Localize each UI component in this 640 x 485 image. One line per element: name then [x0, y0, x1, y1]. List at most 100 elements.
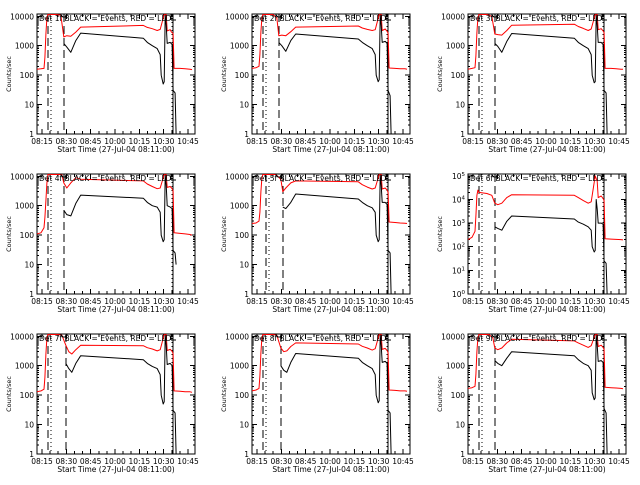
y-tick-label: 10	[239, 261, 249, 270]
y-tick-label: 1	[29, 130, 34, 139]
x-tick-label: 10:45	[608, 137, 630, 146]
panel-title: Det 9f BLACK = Events, RED = LLD	[470, 334, 603, 343]
x-tick-label: 10:00	[535, 457, 557, 466]
x-tick-label: 10:30	[153, 297, 175, 306]
y-axis-label: Counts/sec	[436, 376, 444, 412]
x-tick-label: 10:15	[344, 457, 366, 466]
y-tick-exponent: 4	[462, 195, 466, 201]
x-tick-label: 10:30	[584, 457, 606, 466]
series-line-red	[37, 174, 193, 236]
y-axis-label: Counts/sec	[5, 376, 13, 412]
x-tick-label: 10:45	[177, 137, 199, 146]
y-tick-label: 104	[452, 195, 466, 204]
series-layer	[37, 14, 193, 134]
x-tick-label: 10:15	[129, 457, 151, 466]
x-tick-label: 10:30	[368, 297, 390, 306]
series-line-red	[252, 174, 408, 224]
y-tick-exponent: 1	[462, 266, 466, 272]
x-tick-label: 08:15	[31, 137, 53, 146]
y-axis-label: Counts/sec	[220, 216, 228, 252]
plot-frame	[251, 173, 411, 295]
panel-title: Det 2f BLACK = Events, RED = LLD	[254, 14, 387, 23]
panel-det-4: 1 10 100 1000 10000 08:15 08:30 08:45 10:00 10:15…	[5, 172, 199, 314]
panel-det-7: 1 10 100 1000 10000 08:15 08:30 08:45 10:00 10:15…	[5, 332, 199, 474]
x-tick-label: 10:15	[129, 297, 151, 306]
x-tick-label: 08:15	[462, 457, 484, 466]
y-tick-label: 100	[451, 391, 466, 400]
y-tick-label: 1000	[446, 42, 465, 51]
y-tick-exponent: 2	[462, 243, 466, 249]
series-line-black	[282, 174, 392, 294]
plot-frame	[251, 13, 411, 135]
plot-frame	[36, 173, 196, 295]
y-tick-label: 1000	[230, 362, 249, 371]
series-line-black	[494, 14, 608, 134]
series-layer	[252, 174, 408, 294]
y-axis-label: Counts/sec	[5, 216, 13, 252]
orbit-marker-glyph	[601, 14, 607, 21]
y-tick-label: 100	[235, 391, 250, 400]
x-tick-label: 08:45	[295, 457, 317, 466]
x-tick-label: 08:30	[56, 137, 78, 146]
panel-det-2: 1 10 100 1000 10000 08:15 08:30 08:45 10:00 10:15…	[220, 12, 414, 154]
x-tick-label: 08:15	[246, 297, 268, 306]
y-tick-label: 1000	[230, 42, 249, 51]
x-tick-label: 10:30	[368, 457, 390, 466]
x-tick-label: 10:15	[560, 297, 582, 306]
x-tick-label: 10:45	[177, 297, 199, 306]
y-tick-label: 10	[24, 101, 34, 110]
y-tick-label: 100	[235, 71, 250, 80]
panel-title: Det 5f BLACK = Events, RED = LLD	[254, 174, 387, 183]
x-tick-label: 08:30	[271, 297, 293, 306]
x-tick-label: 10:00	[104, 137, 126, 146]
y-tick-label: 1000	[15, 362, 34, 371]
y-tick-label: 100	[235, 231, 250, 240]
x-tick-label: 10:00	[535, 137, 557, 146]
y-axis-label: Counts/sec	[220, 376, 228, 412]
x-axis-label: Start Time (27-Jul-04 08:11:00)	[488, 465, 605, 474]
y-tick-label: 101	[452, 266, 465, 275]
y-tick-label: 100	[452, 290, 466, 299]
x-axis-label: Start Time (27-Jul-04 08:11:00)	[488, 305, 605, 314]
y-axis-label: Counts/sec	[5, 56, 13, 92]
x-tick-label: 08:45	[80, 297, 102, 306]
x-tick-label: 10:15	[129, 137, 151, 146]
panel-det-3: 1 10 100 1000 10000 08:15 08:30 08:45 10:00 10:15…	[436, 12, 630, 154]
plot-frame	[467, 333, 627, 455]
x-tick-label: 08:30	[487, 137, 509, 146]
x-axis-label: Start Time (27-Jul-04 08:11:00)	[57, 465, 174, 474]
x-tick-label: 10:30	[584, 137, 606, 146]
y-tick-label: 102	[452, 243, 465, 252]
y-tick-label: 100	[20, 231, 35, 240]
orbit-marker-glyph	[385, 14, 391, 21]
series-line-black	[278, 14, 392, 134]
y-tick-label: 10000	[225, 12, 249, 21]
y-tick-exponent: 5	[462, 172, 466, 178]
panel-det-8: 1 10 100 1000 10000 08:15 08:30 08:45 10:00 10:15…	[220, 332, 414, 474]
x-tick-label: 08:15	[246, 137, 268, 146]
plot-frame	[36, 13, 196, 135]
series-layer	[468, 14, 623, 134]
series-line-black	[280, 334, 392, 454]
series-line-red	[252, 14, 408, 70]
y-tick-label: 10000	[441, 332, 465, 341]
x-tick-label: 08:30	[487, 297, 509, 306]
orbit-marker-glyph	[275, 333, 283, 338]
y-tick-label: 100	[20, 391, 35, 400]
plot-frame	[36, 333, 196, 455]
x-tick-label: 08:45	[80, 137, 102, 146]
series-layer	[468, 175, 624, 294]
y-tick-label: 1	[244, 130, 249, 139]
x-axis-label: Start Time (27-Jul-04 08:11:00)	[272, 465, 389, 474]
x-tick-label: 08:15	[31, 297, 53, 306]
orbit-marker-glyph	[60, 13, 68, 18]
x-tick-label: 10:30	[153, 457, 175, 466]
x-tick-label: 10:00	[319, 297, 341, 306]
x-tick-label: 10:45	[392, 457, 414, 466]
orbit-marker-glyph	[491, 333, 499, 338]
y-axis-label: Counts/sec	[220, 56, 228, 92]
x-tick-label: 10:15	[344, 137, 366, 146]
y-tick-label: 10	[239, 101, 249, 110]
series-line-black	[63, 174, 177, 265]
